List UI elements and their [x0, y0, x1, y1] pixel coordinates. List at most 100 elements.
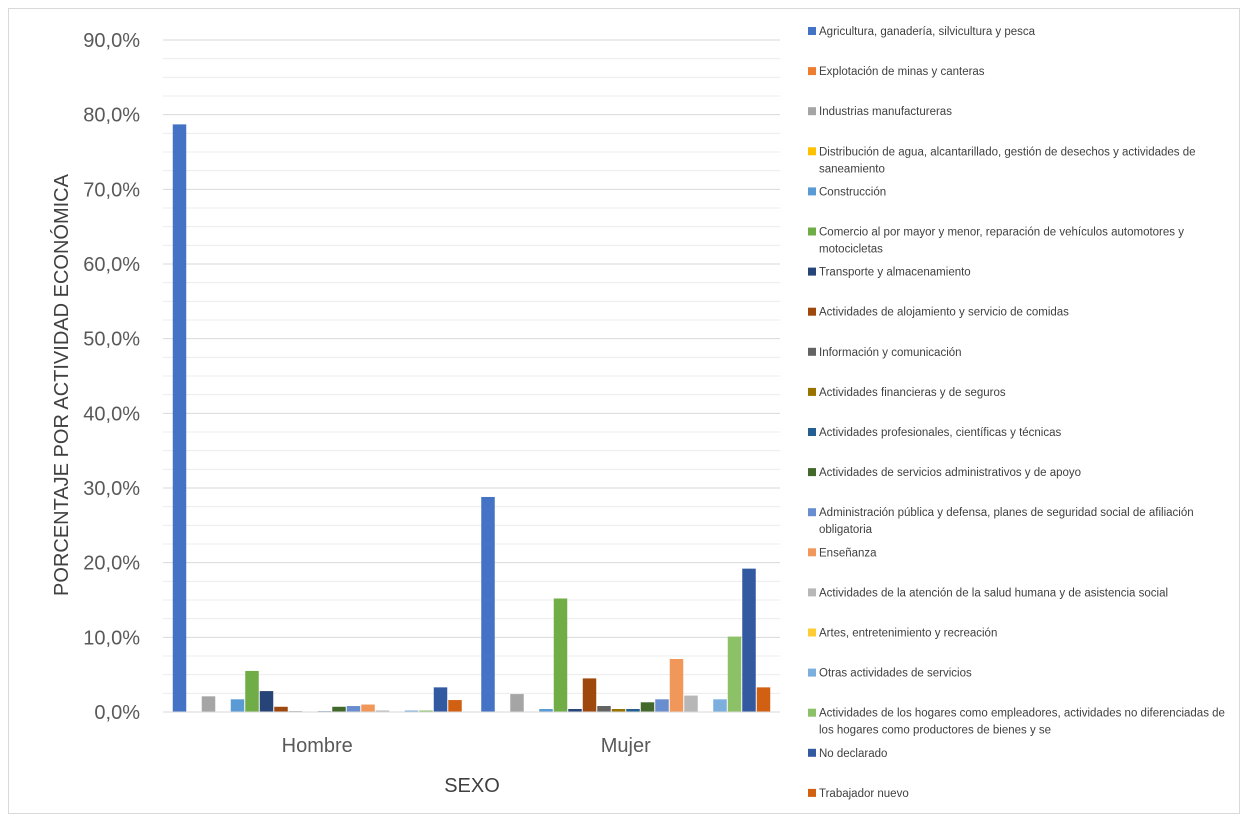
bar [582, 678, 597, 712]
legend-label: Información y comunicación [819, 347, 962, 359]
bar [669, 658, 684, 712]
y-axis-title: PORCENTAJE POR ACTIVIDAD ECONÓMICA [50, 173, 73, 596]
legend-swatch [808, 307, 816, 316]
legend-entry: Distribución de agua, alcantarillado, ge… [808, 146, 1196, 175]
y-tick-label: 40,0% [83, 403, 140, 425]
bar [626, 709, 640, 712]
legend-entry: Comercio al por mayor y menor, reparació… [808, 227, 1184, 256]
legend-entry: Actividades de la atención de la salud h… [808, 587, 1168, 599]
bar [640, 702, 655, 712]
bar [727, 636, 742, 712]
y-tick-label: 30,0% [83, 478, 140, 500]
legend-swatch [808, 347, 816, 356]
legend-label: Actividades de servicios administrativos… [819, 467, 1081, 479]
y-tick-label: 90,0% [83, 30, 140, 52]
legend-swatch [808, 788, 816, 797]
bar [655, 699, 669, 712]
bar [433, 687, 448, 712]
y-tick-label: 0,0% [94, 702, 140, 724]
legend-swatch [808, 548, 816, 557]
legend-entry: Agricultura, ganadería, silvicultura y p… [808, 26, 1036, 38]
legend-entry: Construcción [808, 186, 886, 198]
legend-label: Actividades de los hogares como empleado… [819, 708, 1225, 720]
legend-entry: Actividades de servicios administrativos… [808, 467, 1081, 479]
legend-swatch [808, 668, 816, 677]
legend-label: Enseñanza [819, 547, 877, 559]
legend-label: Distribución de agua, alcantarillado, ge… [819, 146, 1196, 158]
bar [539, 709, 553, 712]
bar [553, 598, 568, 712]
bar [274, 706, 288, 712]
legend-label: Actividades de la atención de la salud h… [819, 587, 1168, 599]
bar [361, 704, 375, 712]
legend-swatch [808, 588, 816, 597]
legend-entry: Transporte y almacenamiento [808, 267, 971, 279]
legend-label: Agricultura, ganadería, silvicultura y p… [819, 26, 1036, 38]
legend-swatch [808, 468, 816, 477]
legend-swatch [808, 387, 816, 396]
bars [172, 124, 771, 712]
y-tick-label: 10,0% [83, 627, 140, 649]
bar [346, 706, 361, 712]
bar [611, 709, 626, 712]
legend-label: No declarado [819, 748, 887, 760]
legend-label: Comercio al por mayor y menor, reparació… [819, 227, 1184, 239]
bar [201, 696, 216, 712]
chart-frame [8, 8, 1240, 814]
legend: Agricultura, ganadería, silvicultura y p… [808, 26, 1225, 800]
legend-swatch [808, 708, 816, 717]
legend-entry: Actividades profesionales, científicas y… [808, 427, 1062, 439]
legend-entry: Enseñanza [808, 547, 877, 559]
x-axis-categories: Hombre Mujer [282, 735, 651, 757]
legend-label: Artes, entretenimiento y recreación [819, 628, 997, 640]
x-axis-title: SEXO [444, 775, 500, 797]
legend-label: Transporte y almacenamiento [819, 267, 971, 279]
y-tick-label: 50,0% [83, 329, 140, 351]
legend-entry: Actividades de los hogares como empleado… [808, 708, 1225, 737]
legend-entry: Explotación de minas y canteras [808, 66, 985, 78]
legend-swatch [808, 67, 816, 76]
legend-entry: Información y comunicación [808, 347, 962, 359]
legend-label: Actividades profesionales, científicas y… [819, 427, 1062, 439]
y-tick-label: 70,0% [83, 179, 140, 201]
bar [713, 699, 727, 712]
legend-entry: Trabajador nuevo [808, 788, 909, 800]
legend-swatch [808, 748, 816, 757]
legend-label: los hogares como productores de bienes y… [819, 725, 1051, 737]
legend-entry: Administración pública y defensa, planes… [808, 507, 1194, 536]
legend-swatch [808, 27, 816, 35]
x-category-label: Mujer [601, 735, 651, 757]
bar [230, 699, 245, 712]
bar [684, 695, 698, 712]
legend-swatch [808, 267, 816, 276]
legend-swatch [808, 147, 816, 156]
bar [419, 710, 433, 712]
legend-swatch [808, 628, 816, 637]
legend-swatch [808, 227, 816, 236]
bar [245, 670, 259, 712]
legend-label: Actividades de alojamiento y servicio de… [819, 307, 1069, 319]
legend-label: Trabajador nuevo [819, 788, 909, 800]
legend-label: motocicletas [819, 244, 883, 256]
legend-swatch [808, 187, 816, 196]
legend-swatch [808, 508, 816, 517]
legend-entry: Actividades financieras y de seguros [808, 387, 1006, 399]
bar [481, 496, 495, 712]
y-axis-ticks: 0,0% 10,0% 20,0% 30,0% 40,0% 50,0% 60,0% 70,0% 8… [83, 30, 140, 724]
legend-label: Administración pública y defensa, planes… [819, 507, 1194, 519]
y-tick-label: 80,0% [83, 105, 140, 127]
bar [448, 700, 462, 712]
legend-swatch [808, 428, 816, 436]
legend-swatch [808, 107, 816, 116]
legend-label: Construcción [819, 186, 886, 198]
legend-entry: Actividades de alojamiento y servicio de… [808, 307, 1069, 319]
legend-label: Industrias manufactureras [819, 106, 952, 118]
bar [597, 706, 611, 712]
bar [172, 124, 187, 712]
bar [742, 568, 756, 712]
legend-entry: Industrias manufactureras [808, 106, 952, 118]
legend-label: Otras actividades de servicios [819, 668, 972, 680]
legend-label: Actividades financieras y de seguros [819, 387, 1006, 399]
legend-label: Explotación de minas y canteras [819, 66, 985, 78]
